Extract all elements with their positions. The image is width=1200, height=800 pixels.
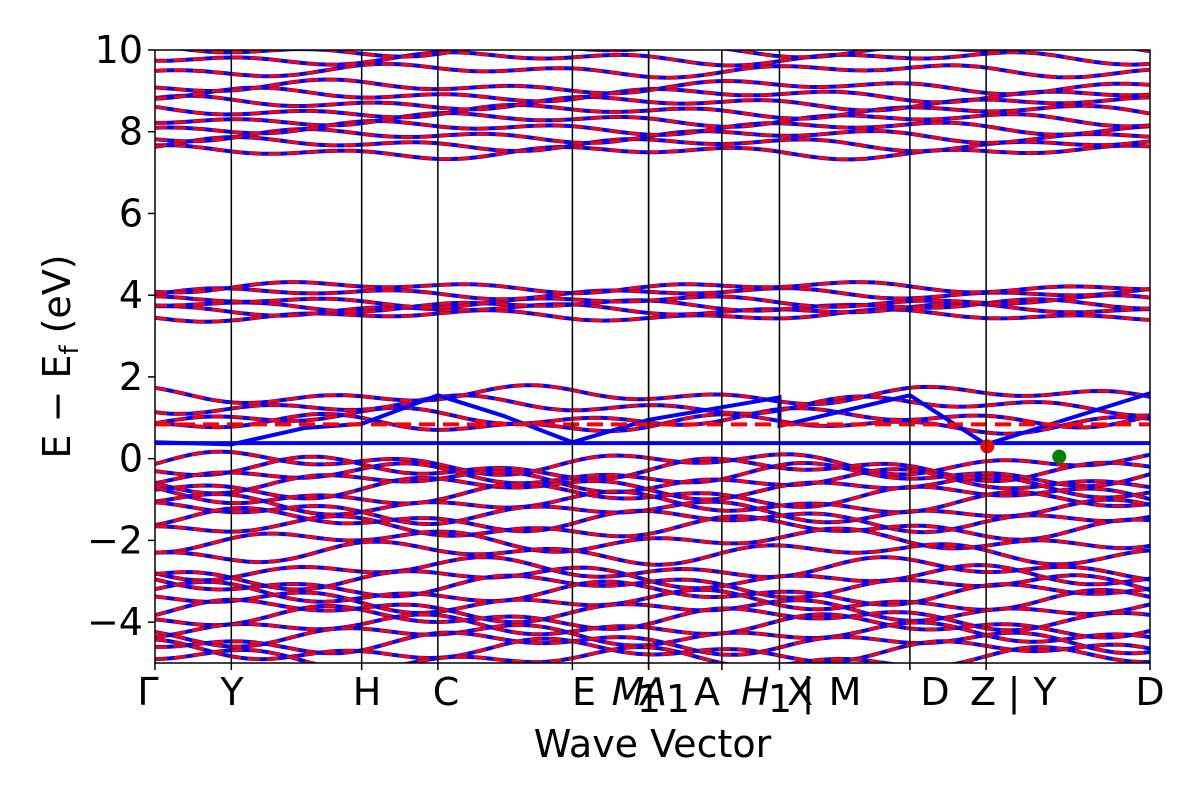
band-middle-1-spin-down bbox=[155, 301, 1150, 318]
x-tick-label: A bbox=[694, 670, 720, 714]
x-tick-label: 1 bbox=[666, 677, 690, 721]
band-valence-3-spin-down bbox=[155, 467, 1150, 495]
band-upper-10-spin-up bbox=[155, 50, 1150, 68]
x-axis-label: Wave Vector bbox=[534, 722, 772, 766]
y-tick-label: −2 bbox=[87, 518, 143, 562]
x-tick-label: Y bbox=[219, 670, 244, 714]
x-tick-label: Γ bbox=[137, 670, 158, 714]
band-upper-9-spin-down bbox=[155, 62, 1150, 80]
band-valence-0-spin-down bbox=[155, 450, 1150, 477]
x-tick-label: C bbox=[433, 670, 460, 714]
extrema-markers bbox=[980, 439, 1067, 464]
band-valence-12-spin-down bbox=[155, 555, 1150, 582]
band-lower-1-spin-down bbox=[155, 406, 1150, 430]
band-upper-4-spin-down bbox=[155, 111, 1150, 129]
band-valence-8-spin-down bbox=[155, 506, 1150, 534]
x-tick-label: | bbox=[802, 670, 815, 715]
band-valence-17-spin-down bbox=[155, 598, 1150, 624]
y-tick-label: 8 bbox=[119, 110, 143, 154]
band-valence-9-spin-down bbox=[155, 514, 1150, 542]
high-symmetry-lines bbox=[230, 50, 987, 663]
x-tick-label: E bbox=[572, 670, 596, 714]
band-upper-0-spin-down bbox=[155, 143, 1150, 161]
band-valence-22-spin-down bbox=[155, 637, 1150, 663]
x-tick-label: D bbox=[920, 670, 949, 714]
band-upper-1-spin-down bbox=[155, 135, 1150, 153]
plot-frame bbox=[154, 49, 1151, 664]
band-upper-9-spin-up bbox=[155, 61, 1150, 80]
band-valence-15-spin-down bbox=[155, 580, 1150, 607]
band-middle-0-spin-down bbox=[155, 307, 1150, 324]
band-upper-5-spin-down bbox=[155, 103, 1150, 121]
band-valence-4-spin-down bbox=[155, 475, 1150, 502]
band-upper-3-spin-down bbox=[155, 119, 1150, 137]
y-tick-label: −4 bbox=[87, 600, 143, 644]
y-tick-label: 6 bbox=[119, 191, 143, 235]
band-middle-3-spin-down bbox=[155, 293, 1150, 310]
x-tick-label: M bbox=[829, 670, 862, 714]
band-valence-23-spin-down bbox=[155, 645, 1150, 663]
marker-cbm bbox=[980, 439, 995, 454]
band-valence-21-spin-down bbox=[155, 631, 1150, 657]
x-tick-label: H bbox=[741, 670, 770, 714]
band-lines bbox=[155, 50, 1150, 663]
x-tick-label: Y bbox=[1032, 670, 1057, 714]
band-upper-6-spin-down bbox=[155, 94, 1150, 112]
x-tick-label: 1 bbox=[637, 677, 661, 721]
band-valence-11-spin-down bbox=[155, 540, 1150, 567]
x-tick-label: 1 bbox=[768, 677, 792, 721]
y-axis-label: E − Ef (eV) bbox=[35, 254, 85, 458]
band-middle-4-spin-down bbox=[155, 286, 1150, 301]
band-lower-0-spin-down bbox=[155, 412, 1150, 436]
band-valence-18-spin-down bbox=[155, 604, 1150, 632]
x-tick-label: X bbox=[787, 670, 813, 714]
band-middle-5-spin-down bbox=[155, 280, 1150, 295]
y-tick-label: 2 bbox=[119, 355, 143, 399]
band-valence-1-spin-down bbox=[155, 455, 1150, 483]
band-valence-6-spin-down bbox=[155, 489, 1150, 517]
x-tick-label: D bbox=[1135, 670, 1164, 714]
y-axis-ticks: −4 −2 0 2 4 6 8 10 bbox=[87, 28, 155, 644]
band-valence-10-spin-down bbox=[155, 527, 1150, 554]
x-tick-label: H bbox=[353, 670, 382, 714]
band-lower-3-spin-up bbox=[155, 383, 1150, 407]
band-upper-8-spin-down bbox=[155, 77, 1150, 96]
y-tick-label: 4 bbox=[119, 273, 143, 317]
band-upper-10-spin-down bbox=[155, 50, 1150, 68]
band-lower-2-spin-down bbox=[155, 393, 1150, 418]
x-tick-label: M bbox=[612, 670, 645, 714]
x-tick-label: A bbox=[638, 670, 667, 714]
x-tick-label: | bbox=[1008, 670, 1021, 715]
y-tick-label: 0 bbox=[119, 437, 143, 481]
band-valence-2-spin-down bbox=[155, 461, 1150, 488]
band-valence-19-spin-down bbox=[155, 612, 1150, 640]
marker-vbm bbox=[1052, 449, 1067, 464]
x-tick-label: Z bbox=[970, 670, 996, 714]
band-lower-3-spin-down bbox=[155, 383, 1150, 406]
y-tick-label: 10 bbox=[95, 28, 143, 72]
